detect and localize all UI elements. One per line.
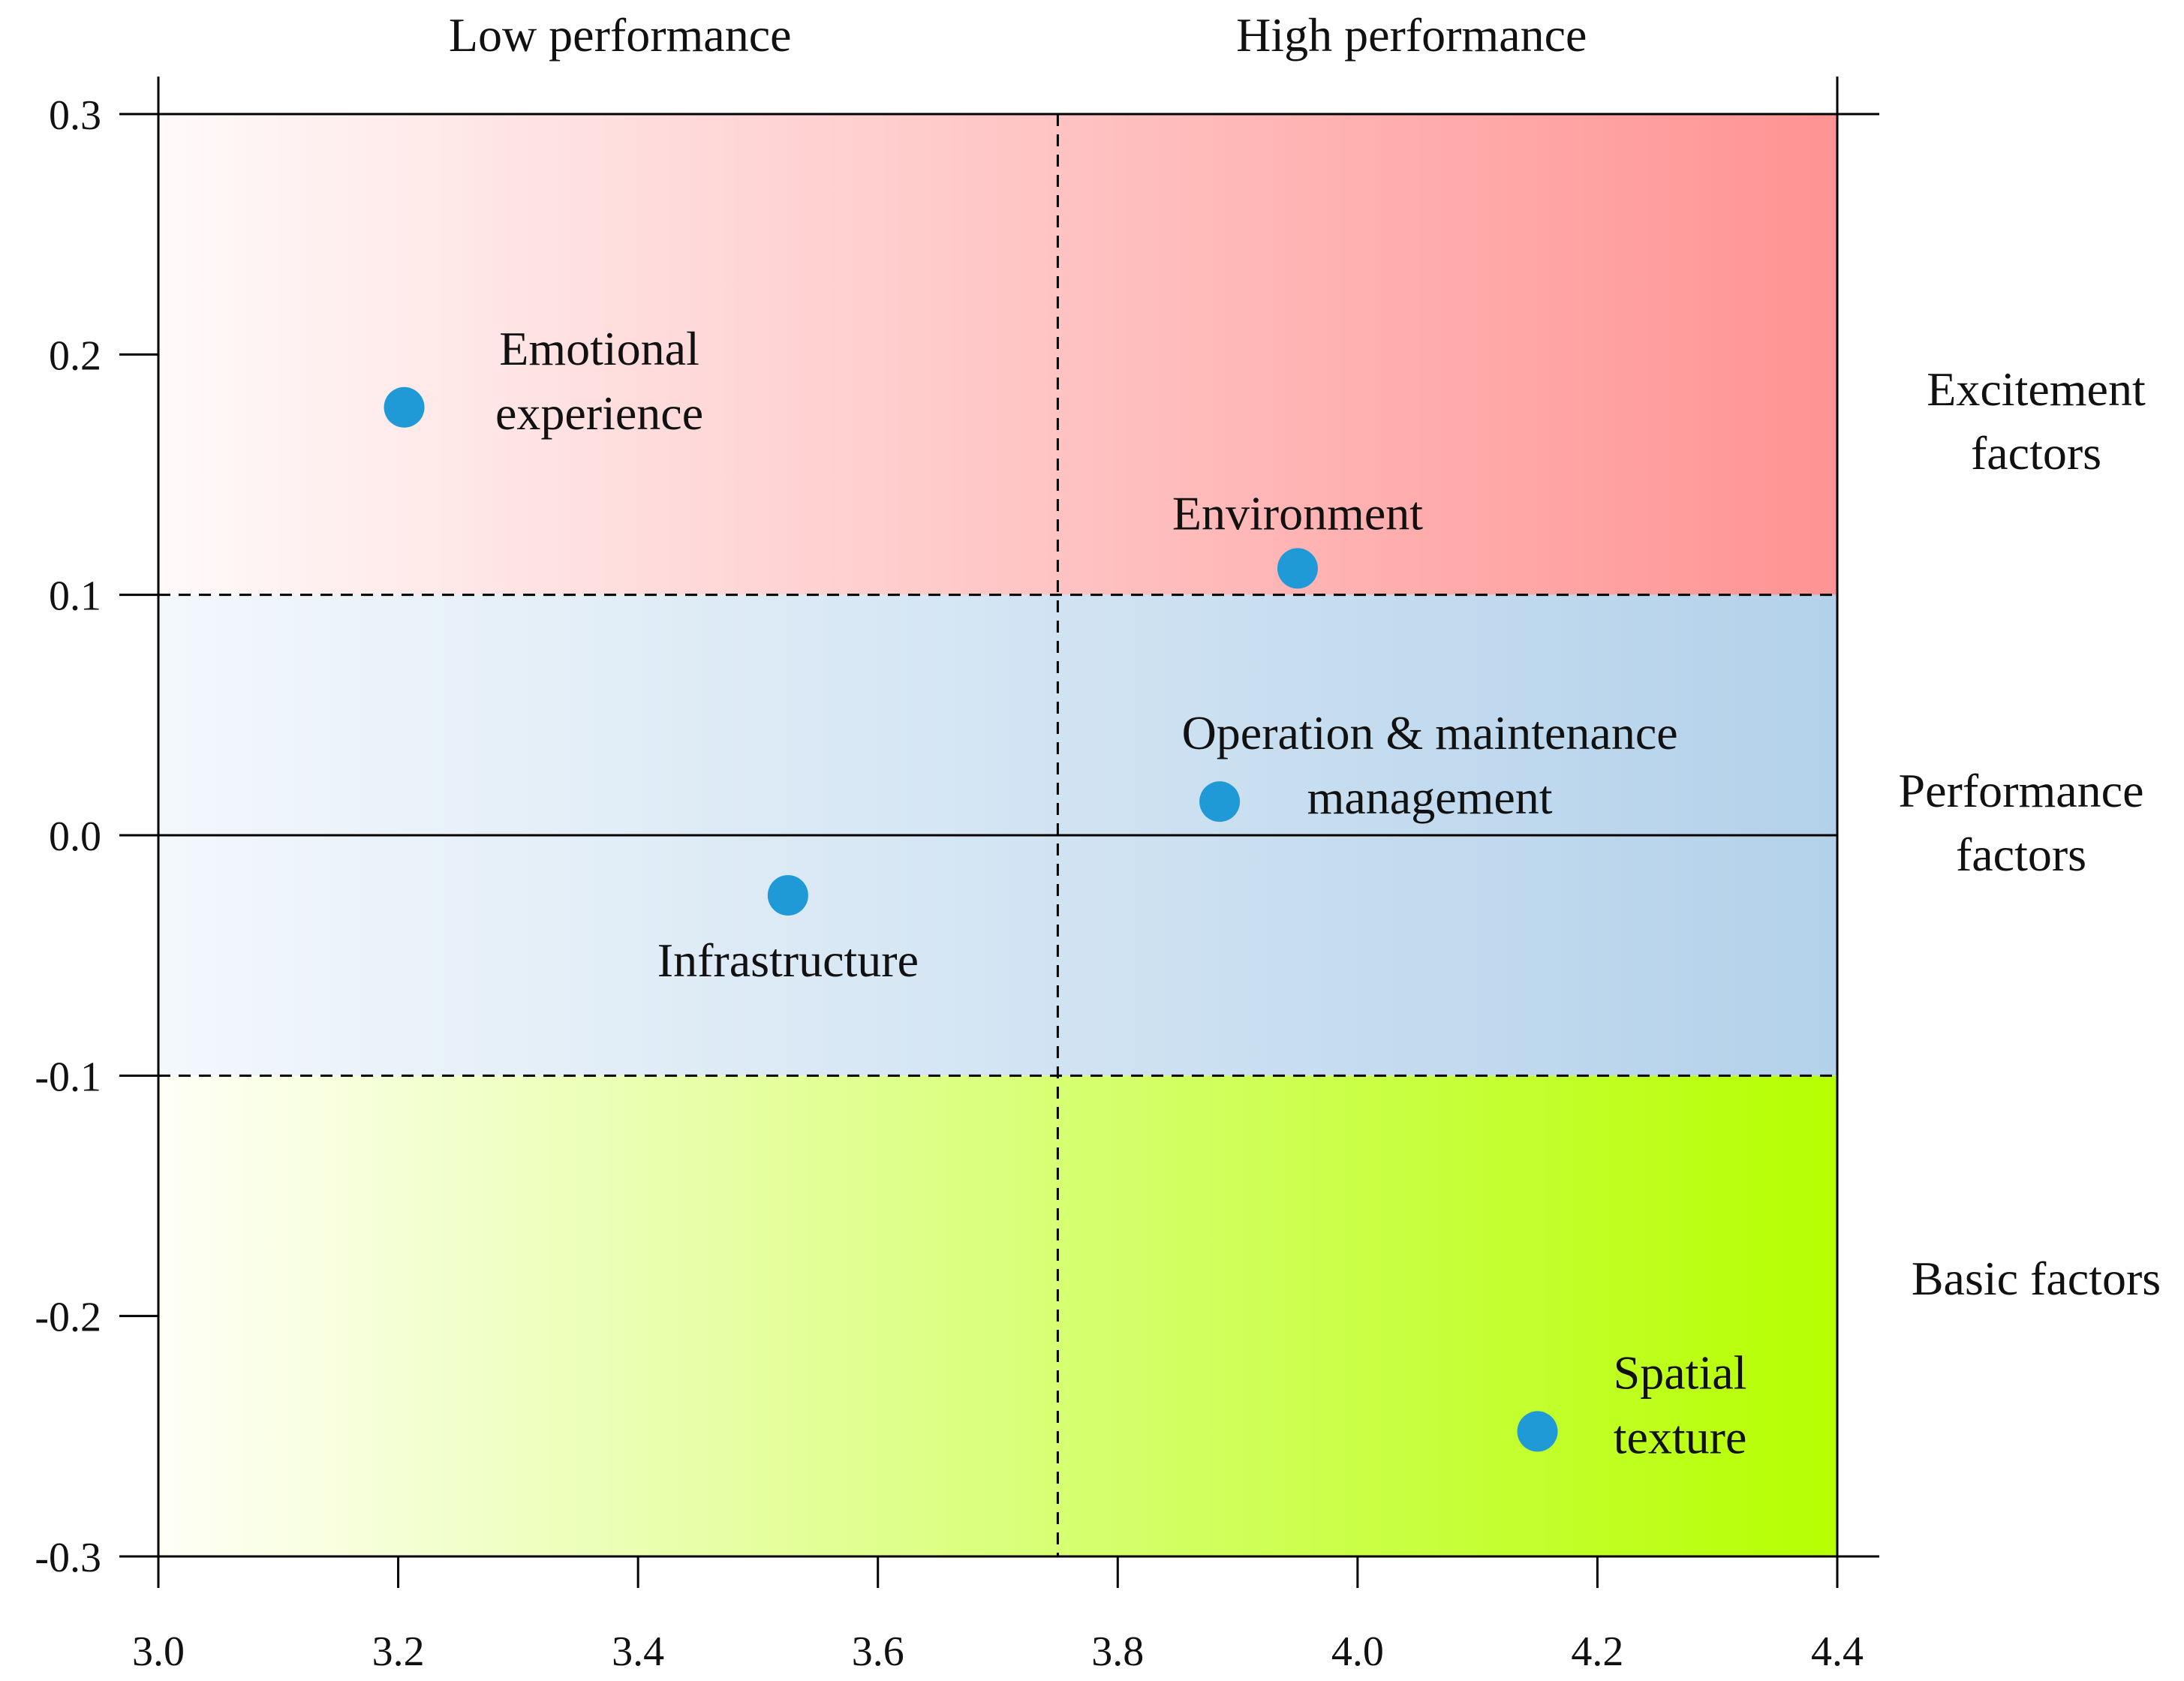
data-point-label: Emotional	[499, 322, 699, 375]
y-tick-label: -0.3	[35, 1535, 101, 1581]
y-tick-label: 0.1	[49, 573, 101, 620]
x-tick-label: 3.2	[372, 1628, 425, 1675]
zone-band-basic-factors	[158, 1075, 1837, 1556]
data-point-label: Environment	[1172, 486, 1423, 540]
x-tick-label: 3.8	[1091, 1628, 1144, 1675]
zone-label: Basic factors	[1912, 1252, 2161, 1305]
y-tick-label: -0.1	[35, 1054, 101, 1100]
data-point	[384, 386, 425, 428]
data-point-label: texture	[1614, 1410, 1747, 1463]
data-point	[1277, 548, 1318, 589]
axes	[119, 77, 1879, 1588]
y-tick-label: 0.2	[49, 332, 101, 379]
zone-band-excitement-factors	[158, 114, 1837, 595]
x-tick-label: 4.2	[1571, 1628, 1623, 1675]
zone-label: factors	[1956, 828, 2086, 881]
zone-and-column-labels: Excitement factors Performance factors Basic…	[449, 8, 2161, 1305]
x-tick-label: 3.0	[132, 1628, 185, 1675]
y-tick-label: 0.3	[49, 92, 101, 139]
x-tick-label: 4.0	[1331, 1628, 1384, 1675]
zone-label: Performance	[1899, 764, 2144, 817]
data-point-label: Operation & maintenance	[1182, 706, 1678, 759]
data-point-label: management	[1307, 771, 1553, 824]
x-tick-label: 3.6	[852, 1628, 904, 1675]
x-tick-label: 3.4	[612, 1628, 664, 1675]
column-label: High performance	[1236, 8, 1587, 62]
data-point	[1199, 781, 1241, 822]
y-tick-label: -0.2	[35, 1295, 101, 1341]
x-tick-label: 4.4	[1811, 1628, 1864, 1675]
data-point	[1517, 1411, 1558, 1452]
data-point-label: Spatial	[1614, 1346, 1747, 1399]
zone-label: Excitement	[1927, 362, 2146, 416]
y-tick-label: 0.0	[49, 813, 101, 860]
tick-labels: 0.3 0.2 0.1 0.0 -0.1 -0.2 -0.3 3.0 3.2 3.4 3.6 3.8 4…	[35, 92, 1864, 1675]
data-point-label: experience	[495, 386, 703, 440]
data-points: Emotional experience Environment Operation …	[384, 322, 1747, 1463]
data-point	[767, 875, 808, 916]
data-point-label: Infrastructure	[657, 934, 919, 987]
column-label: Low performance	[449, 8, 792, 62]
zone-label: factors	[1971, 426, 2101, 480]
